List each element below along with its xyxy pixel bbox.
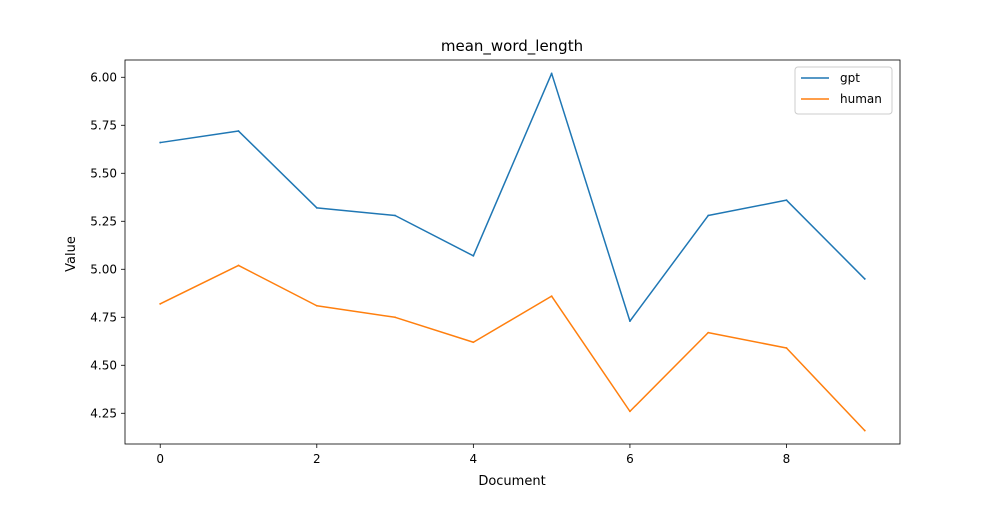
series-line-human — [159, 264, 866, 432]
data-point-human-7 — [707, 331, 710, 334]
y-tick-label: 5.00 — [90, 262, 117, 276]
x-tick-label: 0 — [156, 452, 164, 466]
x-tick-label: 8 — [783, 452, 791, 466]
series-line-gpt — [159, 72, 866, 322]
data-point-human-6 — [629, 410, 631, 413]
x-axis: 0 2 4 6 8 — [156, 444, 790, 466]
y-tick-label: 4.25 — [90, 406, 117, 420]
data-point-human-2 — [315, 304, 318, 307]
data-point-human-4 — [472, 341, 475, 344]
data-point-gpt-0 — [159, 141, 162, 144]
data-point-human-5 — [550, 295, 553, 298]
data-point-gpt-8 — [785, 199, 788, 202]
x-tick-label: 2 — [313, 452, 321, 466]
legend-label-gpt: gpt — [840, 71, 860, 85]
data-point-gpt-5 — [550, 72, 553, 75]
y-axis-label: Value — [64, 236, 79, 272]
y-axis: 4.25 4.50 4.75 5.00 5.25 5.50 5.75 6.00 — [90, 70, 125, 420]
data-point-human-3 — [394, 316, 396, 319]
y-tick-label: 5.50 — [90, 166, 117, 180]
x-axis-label: Document — [478, 474, 545, 489]
y-tick-label: 5.25 — [90, 214, 117, 228]
legend: gpt human — [794, 66, 893, 115]
x-tick-label: 4 — [470, 452, 478, 466]
data-point-gpt-4 — [472, 254, 475, 257]
data-point-gpt-3 — [394, 214, 396, 217]
y-tick-label: 4.75 — [90, 310, 117, 324]
data-point-gpt-2 — [315, 206, 318, 209]
y-tick-label: 5.75 — [90, 118, 117, 132]
plot-frame — [124, 59, 901, 445]
y-tick-label: 6.00 — [90, 70, 117, 84]
data-point-human-9 — [863, 429, 866, 432]
data-point-gpt-9 — [863, 277, 866, 280]
data-point-human-0 — [159, 302, 162, 305]
legend-label-human: human — [840, 92, 882, 106]
data-point-gpt-6 — [629, 320, 631, 323]
data-point-human-8 — [785, 347, 788, 349]
data-point-gpt-1 — [237, 130, 240, 132]
chart-title: mean_word_length — [441, 37, 583, 56]
data-point-gpt-7 — [707, 214, 710, 217]
data-point-human-1 — [237, 264, 240, 267]
x-tick-label: 6 — [626, 452, 634, 466]
y-tick-label: 4.50 — [90, 358, 117, 372]
plot-area — [124, 59, 901, 445]
